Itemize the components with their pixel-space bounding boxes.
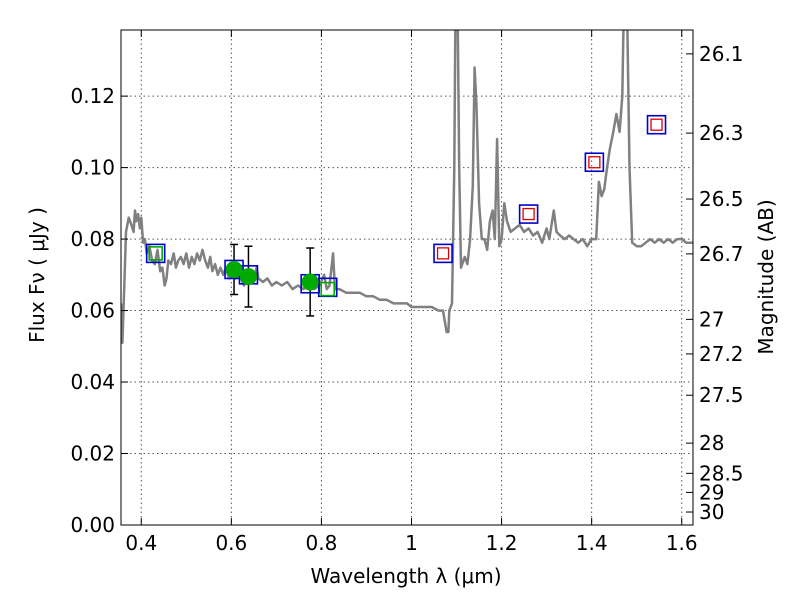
right-y-axis-label: Magnitude (AB) bbox=[754, 199, 778, 354]
magnitude-tick-label: 26.1 bbox=[699, 42, 744, 66]
model-photometry-square bbox=[145, 243, 166, 264]
x-tick-label: 0.4 bbox=[125, 531, 157, 555]
x-tick-label: 1.6 bbox=[666, 531, 698, 555]
y-tick-label: 0.06 bbox=[70, 299, 115, 323]
magnitude-tick-label: 29 bbox=[699, 480, 724, 504]
x-tick-label: 1.4 bbox=[576, 531, 608, 555]
model-photometry-square bbox=[518, 204, 539, 224]
sed-model-line bbox=[121, 30, 693, 344]
x-tick-label: 1 bbox=[405, 531, 418, 555]
plot-frame bbox=[120, 29, 694, 526]
observed-flux-point bbox=[239, 268, 257, 286]
magnitude-tick-label: 27.5 bbox=[699, 383, 744, 407]
y-axis-label: Flux Fν ( μJy ) bbox=[25, 207, 49, 343]
y-tick-label: 0.04 bbox=[70, 370, 115, 394]
x-tick-label: 0.8 bbox=[306, 531, 338, 555]
magnitude-tick-label: 26.7 bbox=[699, 242, 744, 266]
observed-flux-point bbox=[225, 260, 243, 278]
red-open-square bbox=[588, 156, 601, 169]
magnitude-tick-label: 26.5 bbox=[699, 187, 744, 211]
model-photometry-square bbox=[433, 243, 453, 264]
y-tick-label: 0.08 bbox=[70, 227, 115, 251]
model-photometry-square bbox=[584, 152, 605, 173]
axis-ticks: 0.4 0.6 0.8 1 1.2 1.4 1.6 0.00 0.02 0.04 0.06 0.08 0… bbox=[70, 30, 744, 555]
red-open-square bbox=[650, 118, 663, 131]
magnitude-tick-label: 28.5 bbox=[699, 461, 744, 485]
green-open-square bbox=[320, 281, 336, 297]
x-tick-label: 0.6 bbox=[215, 531, 247, 555]
plot-area bbox=[121, 30, 693, 344]
y-tick-label: 0.10 bbox=[70, 156, 115, 180]
magnitude-tick-label: 26.3 bbox=[699, 121, 744, 145]
magnitude-tick-label: 30 bbox=[699, 500, 724, 524]
y-tick-label: 0.00 bbox=[70, 513, 115, 537]
y-tick-label: 0.02 bbox=[70, 442, 115, 466]
x-tick-label: 1.2 bbox=[486, 531, 518, 555]
magnitude-tick-label: 27 bbox=[699, 307, 724, 331]
model-photometry-square bbox=[224, 259, 244, 280]
observed-flux-point bbox=[301, 273, 319, 291]
x-axis-label: Wavelength λ (μm) bbox=[310, 564, 501, 588]
green-open-square bbox=[148, 246, 163, 261]
red-open-square bbox=[522, 207, 535, 221]
magnitude-tick-label: 27.2 bbox=[699, 342, 744, 366]
red-open-square bbox=[436, 247, 450, 260]
y-tick-label: 0.12 bbox=[70, 84, 115, 108]
model-photometry-square bbox=[646, 114, 667, 135]
magnitude-tick-label: 28 bbox=[699, 431, 724, 455]
